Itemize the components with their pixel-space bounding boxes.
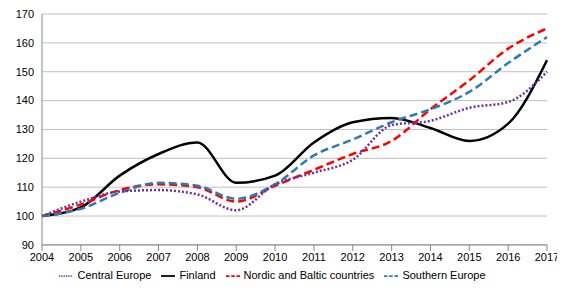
svg-text:120: 120 — [16, 152, 34, 164]
svg-text:2010: 2010 — [263, 251, 287, 263]
html-text:Finland: Finland — [179, 268, 216, 281]
svg-text:2004: 2004 — [30, 251, 54, 263]
svg-text:2011: 2011 — [302, 251, 326, 263]
svg-text:2008: 2008 — [185, 251, 209, 263]
svg-text:100: 100 — [16, 210, 34, 222]
svg-text:2015: 2015 — [457, 251, 481, 263]
svg-text:2014: 2014 — [418, 251, 442, 263]
svg-text:90: 90 — [22, 239, 34, 251]
svg-text:130: 130 — [16, 123, 34, 135]
svg-text:140: 140 — [16, 94, 34, 106]
svg-text:170: 170 — [16, 8, 34, 20]
svg-text:2017: 2017 — [535, 251, 557, 263]
svg-text:2007: 2007 — [146, 251, 170, 263]
html-text:Central Europe: Central Europe — [77, 268, 152, 281]
svg-text:2013: 2013 — [379, 251, 403, 263]
svg-text:110: 110 — [16, 181, 34, 193]
html-text:Southern Europe: Southern Europe — [402, 268, 486, 281]
svg-text:2012: 2012 — [341, 251, 365, 263]
html-text:Nordic and Baltic countries: Nordic and Baltic countries — [243, 268, 375, 281]
svg-text:2005: 2005 — [69, 251, 93, 263]
svg-text:2009: 2009 — [224, 251, 248, 263]
svg-text:150: 150 — [16, 66, 34, 78]
svg-text:2006: 2006 — [107, 251, 131, 263]
svg-text:2016: 2016 — [496, 251, 520, 263]
svg-text:160: 160 — [16, 37, 34, 49]
